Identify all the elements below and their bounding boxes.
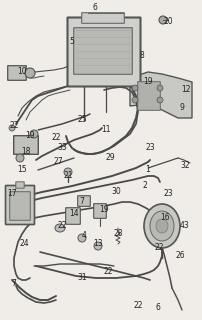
Text: 21: 21 (63, 172, 73, 180)
Text: 33: 33 (57, 143, 67, 153)
Text: 10: 10 (17, 68, 27, 76)
Ellipse shape (55, 224, 65, 232)
FancyBboxPatch shape (5, 186, 35, 225)
Text: 6: 6 (156, 303, 160, 313)
Text: 7: 7 (12, 279, 16, 289)
Text: 23: 23 (163, 189, 173, 198)
Ellipse shape (157, 85, 163, 91)
Text: 22: 22 (57, 221, 67, 230)
Text: 22: 22 (154, 244, 164, 252)
FancyBboxPatch shape (94, 204, 106, 218)
FancyBboxPatch shape (74, 28, 132, 74)
Text: 2: 2 (143, 181, 147, 190)
Text: 13: 13 (93, 239, 103, 249)
Text: 26: 26 (175, 252, 185, 260)
Text: 30: 30 (111, 188, 121, 196)
Text: 23: 23 (145, 143, 155, 153)
Ellipse shape (156, 219, 168, 233)
Ellipse shape (150, 211, 174, 241)
Ellipse shape (132, 85, 138, 91)
Ellipse shape (9, 125, 15, 131)
Text: 19: 19 (25, 132, 35, 140)
Text: 6: 6 (93, 4, 97, 12)
Text: 7: 7 (80, 197, 84, 206)
Text: 22: 22 (51, 133, 61, 142)
Text: 16: 16 (160, 213, 170, 222)
FancyBboxPatch shape (16, 182, 24, 188)
Ellipse shape (159, 16, 167, 24)
Ellipse shape (157, 97, 163, 103)
Ellipse shape (16, 154, 24, 162)
Text: 22: 22 (103, 268, 113, 276)
Text: 12: 12 (181, 85, 191, 94)
Text: 43: 43 (180, 221, 190, 230)
Text: 9: 9 (180, 103, 184, 113)
FancyBboxPatch shape (78, 196, 90, 206)
Text: 15: 15 (17, 165, 27, 174)
Text: 5: 5 (69, 37, 75, 46)
Text: 8: 8 (140, 51, 144, 60)
Text: 22: 22 (9, 122, 19, 131)
FancyBboxPatch shape (10, 192, 30, 220)
Text: 29: 29 (105, 154, 115, 163)
Text: 19: 19 (99, 205, 109, 214)
Text: 27: 27 (53, 157, 63, 166)
Ellipse shape (94, 242, 102, 250)
Polygon shape (130, 72, 192, 118)
Text: 18: 18 (21, 148, 31, 156)
Text: 20: 20 (163, 18, 173, 27)
Text: 1: 1 (146, 165, 150, 174)
Ellipse shape (144, 204, 180, 248)
Ellipse shape (25, 68, 35, 78)
Ellipse shape (78, 234, 86, 242)
FancyBboxPatch shape (8, 66, 26, 80)
Text: 24: 24 (19, 239, 29, 249)
Text: 14: 14 (69, 210, 79, 219)
Text: 25: 25 (77, 116, 87, 124)
Ellipse shape (64, 168, 72, 176)
FancyBboxPatch shape (82, 13, 124, 23)
Ellipse shape (30, 130, 38, 138)
Ellipse shape (132, 97, 138, 103)
Text: 31: 31 (77, 274, 87, 283)
Text: 28: 28 (113, 229, 123, 238)
FancyBboxPatch shape (14, 136, 38, 154)
Text: 22: 22 (133, 300, 143, 309)
FancyBboxPatch shape (67, 18, 141, 86)
Text: 4: 4 (82, 231, 86, 241)
FancyBboxPatch shape (138, 82, 160, 110)
Text: 32: 32 (180, 162, 190, 171)
Text: 17: 17 (7, 189, 17, 198)
Text: 19: 19 (143, 77, 153, 86)
FancyBboxPatch shape (66, 208, 80, 224)
Text: 11: 11 (101, 125, 111, 134)
